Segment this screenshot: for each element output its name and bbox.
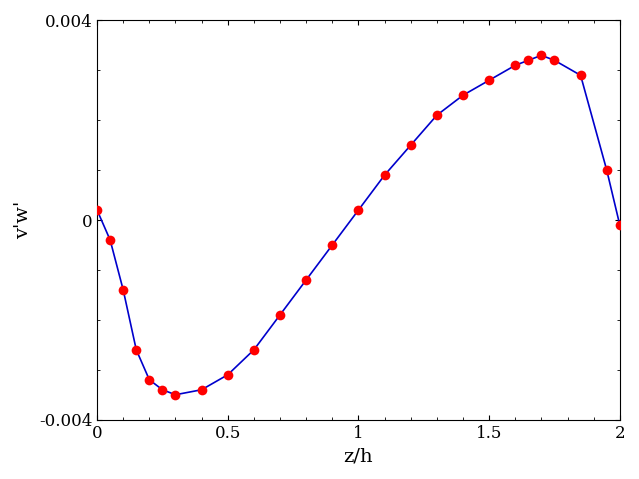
Y-axis label: v'w': v'w' (14, 201, 32, 239)
X-axis label: z/h: z/h (344, 447, 373, 465)
